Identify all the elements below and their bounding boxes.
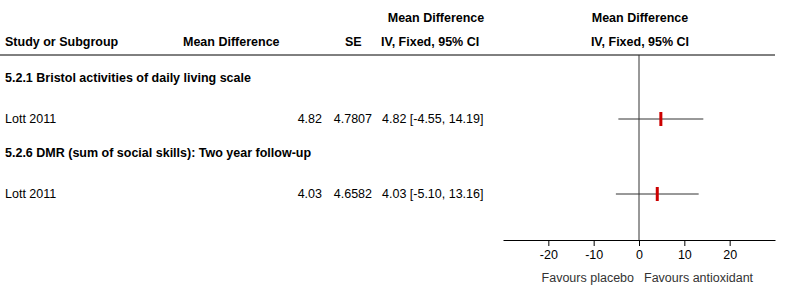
point-estimate <box>656 187 659 201</box>
subgroup-title: 5.2.1 Bristol activities of daily living… <box>5 71 251 85</box>
tick: 0 <box>636 240 643 262</box>
header-rule <box>0 55 775 56</box>
ci-label: 4.82 [-4.55, 14.19] <box>382 112 483 126</box>
x-left-label: Favours placebo <box>542 271 634 285</box>
column-header: Study or Subgroup <box>5 35 119 49</box>
point-estimate <box>659 112 662 126</box>
subgroup-title: 5.2.6 DMR (sum of social skills): Two ye… <box>5 146 311 160</box>
tick-label: 10 <box>678 248 692 262</box>
tick-label: 0 <box>636 248 643 262</box>
tick-label: 20 <box>723 248 737 262</box>
header-top: Mean Difference <box>388 11 485 25</box>
tick-label: -20 <box>540 248 558 262</box>
tick-mark <box>730 240 731 246</box>
mean-difference: 4.82 <box>298 112 322 126</box>
column-header: IV, Fixed, 95% CI <box>591 35 689 49</box>
tick: -20 <box>540 240 558 262</box>
tick-mark <box>594 240 595 246</box>
tick: 20 <box>723 240 737 262</box>
x-right-label: Favours antioxidant <box>644 271 754 285</box>
plot-area <box>616 55 703 240</box>
x-axis: -20 -10 0 10 20 <box>504 240 776 262</box>
standard-error: 4.6582 <box>334 187 372 201</box>
tick-mark <box>639 240 640 246</box>
column-header: SE <box>345 35 362 49</box>
tick-mark <box>548 240 549 246</box>
ci-label: 4.03 [-5.10, 13.16] <box>382 187 483 201</box>
column-header: Mean Difference <box>183 35 280 49</box>
tick: 10 <box>678 240 692 262</box>
tick-mark <box>684 240 685 246</box>
standard-error: 4.7807 <box>334 112 372 126</box>
header-top: Mean Difference <box>592 11 689 25</box>
tick: -10 <box>585 240 603 262</box>
tick-label: -10 <box>585 248 603 262</box>
column-header: IV, Fixed, 95% CI <box>381 35 479 49</box>
mean-difference: 4.03 <box>298 187 322 201</box>
forest-plot: Mean Difference Mean Difference Study or S… <box>0 0 800 290</box>
null-line <box>639 55 640 240</box>
study-name: Lott 2011 <box>5 112 56 126</box>
study-name: Lott 2011 <box>5 187 56 201</box>
